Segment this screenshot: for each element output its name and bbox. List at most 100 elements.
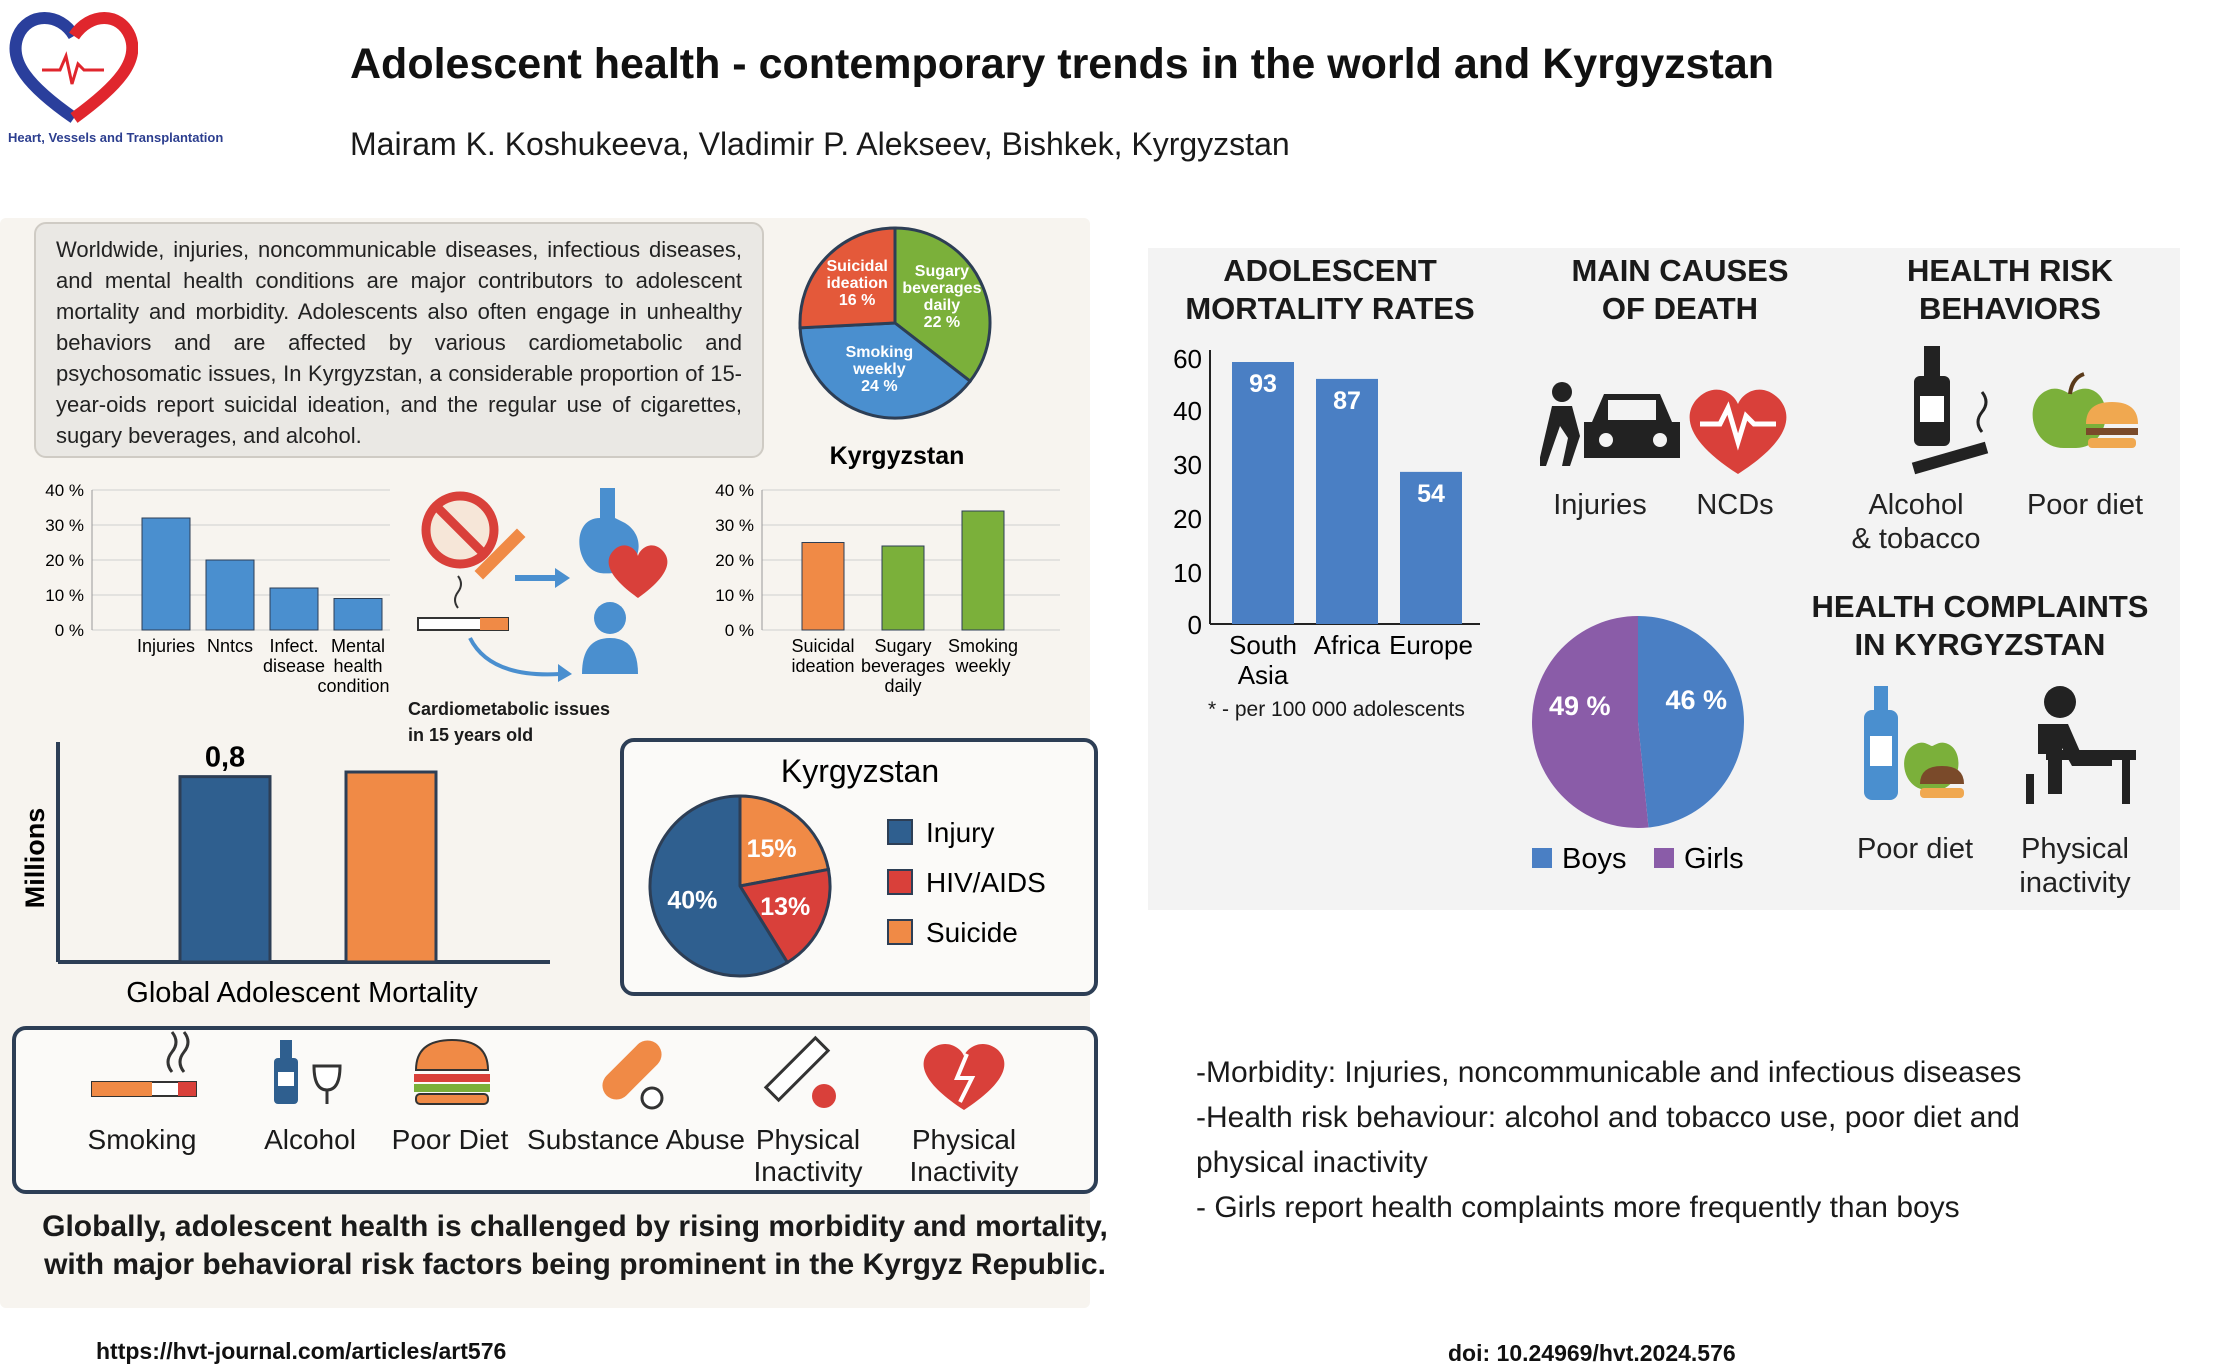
pie-slice-label: ideation [826, 275, 887, 292]
complaint-poor-diet-label: Poor diet [1856, 833, 1974, 865]
pie-value-label: 46 % [1665, 685, 1727, 715]
legend-swatch [887, 869, 913, 895]
complaint-inactivity-line2: inactivity [2019, 867, 2131, 899]
conclusion-text: Globally, adolescent health is challenge… [20, 1208, 1130, 1284]
apple-burger-icon [2032, 372, 2138, 448]
risk-substance-label: Substance Abuse [527, 1124, 745, 1155]
bottle-apple-icon [1864, 686, 1964, 800]
summary-morbidity: -Morbidity: Injuries, noncommunicable an… [1196, 1056, 2022, 1089]
burger-icon [414, 1038, 490, 1105]
pie-value-label: 15% [747, 835, 797, 863]
journal-logo [8, 6, 139, 126]
risk-inactivity-label-1: Physical Inactivity [738, 1124, 878, 1188]
risk-alcohol-line1: Alcohol [1868, 489, 1964, 521]
risk-poor-diet-right-label: Poor diet [2026, 489, 2144, 521]
bar-value-label: 0,8 [205, 742, 245, 774]
wine-bottle-icon [274, 1040, 342, 1104]
x-tick-label: Nntcs [207, 636, 253, 656]
y-tick-label: 40 % [715, 481, 754, 500]
person-icon [582, 602, 638, 674]
pie-slice-label: weekly [852, 361, 906, 378]
morbidity-bar-chart: 0 % 10 % 20 % 30 % 40 % Injuries Nntcs Infect.d… [45, 481, 390, 696]
intro-text: Worldwide, injuries, noncommunicable dis… [34, 222, 764, 458]
legend-girls-label: Girls [1684, 843, 1744, 875]
risk-smoking-label: Smoking [87, 1124, 197, 1155]
y-tick-label: 0 [1188, 610, 1202, 640]
x-tick-label: beverages [861, 656, 945, 676]
pie-slice [737, 867, 832, 965]
pie-slice [1638, 616, 1745, 828]
legend-girls-swatch [1654, 848, 1674, 868]
y-tick-label: 30 % [45, 516, 84, 535]
heart-pulse-icon [1689, 389, 1787, 474]
pie-slice-label: 22 % [924, 314, 960, 331]
pie-slice-label: Sugary [915, 263, 969, 280]
mortality-title-line1: ADOLESCENT [1223, 253, 1437, 288]
y-tick-label: 10 % [715, 586, 754, 605]
y-tick-label: 10 % [45, 586, 84, 605]
broken-heart-icon [923, 1043, 1005, 1110]
cigarette-icon [91, 1031, 197, 1097]
pie-value-label: 49 % [1549, 691, 1611, 721]
doi-label: doi: 10.24969/hvt.2024.576 [1448, 1340, 1736, 1366]
risk-inactivity-line1: Physical [755, 1124, 861, 1155]
risk-factors-box [12, 1026, 1098, 1194]
risk-inactivity2-line1: Physical [911, 1124, 1017, 1155]
risk-title-line2: BEHAVIORS [1918, 291, 2101, 326]
x-tick-label: Sugary [874, 636, 931, 656]
box-pie-title: Kyrgyzstan [781, 753, 939, 789]
main-causes-title: MAIN CAUSES OF DEATH [1530, 252, 1830, 328]
pill-icon [602, 1040, 664, 1110]
x-tick-label: South [1229, 630, 1297, 660]
risk-behaviors-title: HEALTH RISK BEHAVIORS [1860, 252, 2160, 328]
legend-label: HIV/AIDS [926, 867, 1046, 898]
car-accident-icon [1540, 382, 1680, 466]
x-tick-label: disease [263, 656, 325, 676]
syringe-icon [763, 1035, 836, 1108]
pie-slice [738, 794, 831, 888]
risk-inactivity2-line2: Inactivity [909, 1156, 1019, 1187]
x-tick-label: Infect. [269, 636, 318, 656]
causes-title-line1: MAIN CAUSES [1571, 253, 1789, 288]
legend-label: Suicide [926, 917, 1018, 948]
causes-title-line2: OF DEATH [1601, 291, 1759, 326]
complaints-title-line2: IN KYRGYZSTAN [1854, 627, 2106, 662]
global-mortality-bar-chart: 0,8 Global Adolescent Mortality Millions [20, 742, 550, 1009]
y-tick-label: 0 % [725, 621, 754, 640]
legend-boys-swatch [1532, 848, 1552, 868]
heart-logo-icon [9, 12, 139, 123]
x-tick-label: ideation [791, 656, 854, 676]
risk-alcohol-tobacco-label: Alcohol & tobacco [1846, 488, 1986, 556]
bar [1316, 378, 1378, 624]
pie-slice [798, 226, 897, 330]
bar [801, 542, 845, 631]
y-tick-label: 0 % [55, 621, 84, 640]
bar [1400, 471, 1462, 624]
logo-caption: Heart, Vessels and Transplantation [8, 130, 224, 145]
arrow-icon [515, 568, 570, 588]
risk-alcohol-line2: & tobacco [1851, 523, 1981, 555]
conclusion-line1: Globally, adolescent health is challenge… [42, 1210, 1108, 1243]
y-tick-label: 20 [1173, 504, 1202, 534]
pie-slice-label: Smoking [846, 344, 914, 361]
pie-slice-label: 16 % [839, 292, 875, 309]
x-tick-label: Asia [1238, 660, 1289, 690]
no-food-icon [421, 491, 499, 569]
article-url[interactable]: https://hvt-journal.com/articles/art576 [96, 1338, 507, 1364]
risk-poor-diet-label: Poor Diet [391, 1124, 509, 1155]
x-tick-label: conditions [317, 676, 390, 696]
risk-factor-icons [91, 1031, 1005, 1110]
bar [344, 770, 438, 964]
legend-swatch [887, 919, 913, 945]
cardio-caption: Cardiometabolic issues in 15 years old [408, 696, 610, 748]
x-tick-label: Africa [1314, 630, 1381, 660]
complaints-title-line1: HEALTH COMPLAINTS [1811, 589, 2149, 624]
person-desk-icon [2026, 686, 2136, 804]
bar [881, 545, 925, 631]
pie-slice-label: daily [924, 297, 961, 314]
kyrgyzstan-mortality-pie: Kyrgyzstan 15% 13% 40% Injury HIV/AIDS Suici… [648, 753, 1046, 978]
legend-label: Injury [926, 817, 994, 848]
mortality-title-line2: MORTALITY RATES [1185, 291, 1475, 326]
